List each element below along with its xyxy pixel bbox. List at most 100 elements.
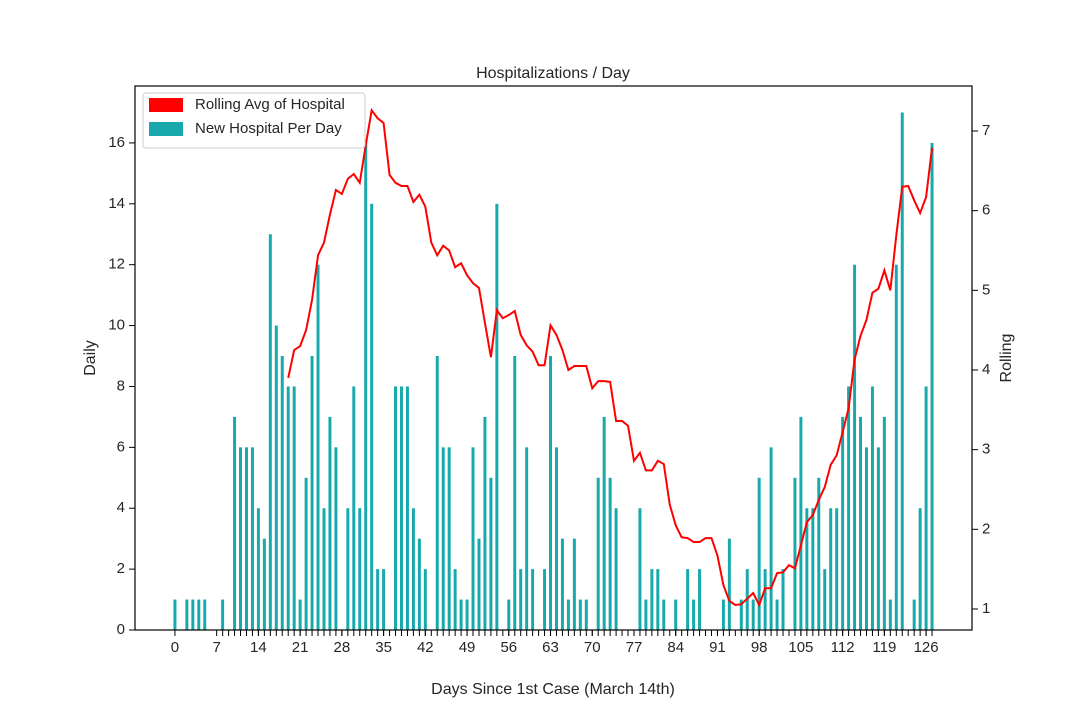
- bar: [608, 477, 612, 630]
- y-tick-label: 12: [108, 256, 125, 273]
- bar: [399, 386, 403, 630]
- y-axis-label: Daily: [82, 340, 99, 376]
- bar: [799, 416, 803, 630]
- bar: [864, 447, 868, 630]
- x-tick-label: 63: [542, 639, 559, 656]
- bar: [262, 538, 266, 630]
- x-tick-label: 119: [872, 639, 896, 656]
- legend-swatch: [149, 98, 183, 112]
- bar: [847, 386, 851, 630]
- bar: [650, 569, 654, 630]
- legend-label: New Hospital Per Day: [195, 120, 342, 137]
- x-tick-label: 105: [788, 639, 813, 656]
- bar: [727, 538, 731, 630]
- bar: [817, 477, 821, 630]
- y-tick-label: 8: [117, 377, 125, 394]
- x-tick-label: 98: [751, 639, 768, 656]
- bar: [423, 569, 427, 630]
- bar: [602, 416, 606, 630]
- bar: [596, 477, 600, 630]
- bar: [298, 599, 302, 630]
- bar: [721, 599, 725, 630]
- x-tick-label: 77: [626, 639, 643, 656]
- bar: [841, 416, 845, 630]
- bar: [471, 447, 475, 630]
- x-tick-label: 70: [584, 639, 601, 656]
- y2-tick-label: 2: [982, 520, 990, 537]
- bar: [882, 416, 886, 630]
- bar: [823, 569, 827, 630]
- bar: [638, 508, 642, 630]
- x-tick-label: 84: [667, 639, 684, 656]
- bar: [382, 569, 386, 630]
- bar: [394, 386, 398, 630]
- y2-tick-label: 1: [982, 600, 990, 617]
- bar: [566, 599, 570, 630]
- x-tick-label: 7: [213, 639, 221, 656]
- bar: [447, 447, 451, 630]
- bar: [173, 599, 177, 630]
- bar: [763, 569, 767, 630]
- bar: [859, 416, 863, 630]
- bar: [572, 538, 576, 630]
- bar: [835, 508, 839, 630]
- bar: [191, 599, 195, 630]
- bar: [519, 569, 523, 630]
- bar: [769, 447, 773, 630]
- bar: [250, 447, 254, 630]
- bar: [364, 142, 368, 630]
- y-tick-label: 0: [117, 621, 125, 638]
- bar: [912, 599, 916, 630]
- bar: [316, 264, 320, 630]
- bar: [346, 508, 350, 630]
- y-tick-label: 14: [108, 195, 125, 212]
- bar: [876, 447, 880, 630]
- bar: [322, 508, 326, 630]
- bar: [286, 386, 290, 630]
- bar: [358, 508, 362, 630]
- bar: [698, 569, 702, 630]
- y2-tick-label: 7: [982, 122, 990, 139]
- bar: [239, 447, 243, 630]
- x-tick-label: 49: [459, 639, 476, 656]
- bar: [495, 203, 499, 630]
- bar: [656, 569, 660, 630]
- bar: [477, 538, 481, 630]
- bar: [924, 386, 928, 630]
- x-tick-label: 35: [375, 639, 392, 656]
- bar: [197, 599, 201, 630]
- bar: [280, 356, 284, 630]
- bar: [292, 386, 296, 630]
- y-tick-label: 6: [117, 438, 125, 455]
- x-tick-label: 42: [417, 639, 434, 656]
- bar: [674, 599, 678, 630]
- bar: [489, 477, 493, 630]
- y-tick-label: 10: [108, 317, 125, 334]
- bar: [256, 508, 260, 630]
- bar: [221, 599, 225, 630]
- bar: [888, 599, 892, 630]
- x-tick-label: 112: [831, 639, 855, 656]
- bar: [417, 538, 421, 630]
- bar: [578, 599, 582, 630]
- y2-axis-label: Rolling: [998, 334, 1015, 383]
- bar: [310, 356, 314, 630]
- bar: [507, 599, 511, 630]
- bar: [811, 508, 815, 630]
- y2-tick-label: 5: [982, 281, 990, 298]
- bar: [435, 356, 439, 630]
- bar: [793, 477, 797, 630]
- bar: [560, 538, 564, 630]
- bar: [459, 599, 463, 630]
- bar: [805, 508, 809, 630]
- bar: [739, 599, 743, 630]
- legend-label: Rolling Avg of Hospital: [195, 96, 345, 113]
- bar: [525, 447, 529, 630]
- bar: [775, 599, 779, 630]
- bar: [405, 386, 409, 630]
- bar: [370, 203, 374, 630]
- x-tick-label: 126: [914, 639, 939, 656]
- rolling-line: [287, 107, 934, 608]
